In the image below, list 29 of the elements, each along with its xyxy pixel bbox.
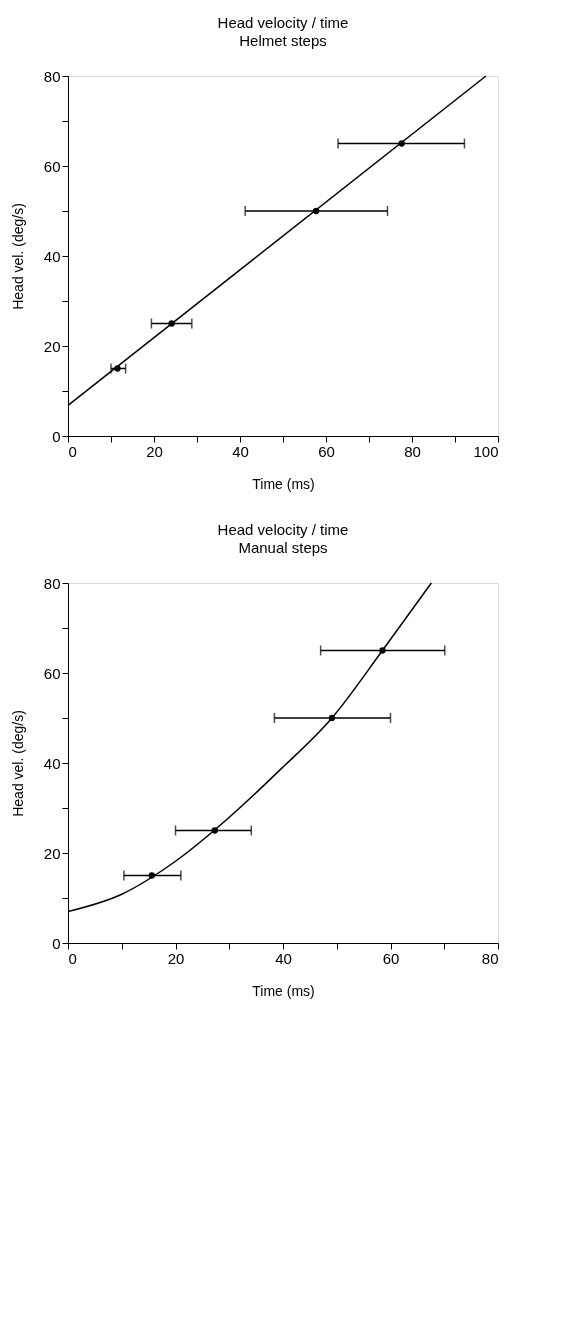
- x-axis-title: Time (ms): [252, 475, 315, 492]
- x-tick-label: 60: [382, 949, 400, 967]
- x-tick-label: 80: [404, 442, 421, 460]
- chart-subtitle: Manual steps: [238, 539, 328, 556]
- y-tick-label: 20: [43, 337, 61, 355]
- y-axis-title: Head vel. (deg/s): [9, 710, 26, 817]
- y-tick-label: 80: [43, 67, 61, 85]
- x-tick-label: 20: [167, 949, 185, 967]
- y-tick-label: 40: [43, 247, 61, 265]
- x-tick-label: 0: [68, 949, 77, 967]
- x-tick-label: 40: [232, 442, 249, 460]
- y-tick-label: 40: [43, 754, 61, 772]
- y-tick-label: 20: [43, 844, 61, 862]
- chart-subtitle: Helmet steps: [239, 32, 327, 49]
- x-axis-title: Time (ms): [252, 982, 315, 999]
- x-tick-label: 100: [473, 442, 499, 460]
- x-tick-label: 40: [275, 949, 292, 967]
- x-tick-label: 20: [146, 442, 163, 460]
- y-tick-label: 0: [52, 934, 61, 952]
- y-axis-title: Head vel. (deg/s): [9, 203, 26, 310]
- x-tick-label: 60: [318, 442, 335, 460]
- chart-title: Head velocity / time: [217, 521, 349, 538]
- y-tick-label: 80: [43, 574, 61, 592]
- y-tick-label: 60: [43, 664, 61, 682]
- x-tick-label: 80: [481, 949, 499, 967]
- chart-title: Head velocity / time: [217, 14, 349, 31]
- y-tick-label: 0: [52, 427, 61, 445]
- y-tick-label: 60: [43, 157, 61, 175]
- x-tick-label: 0: [68, 442, 77, 460]
